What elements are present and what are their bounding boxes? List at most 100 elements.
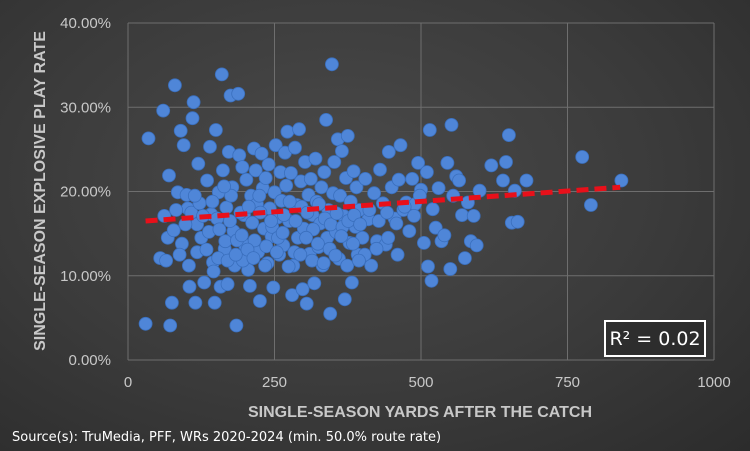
data-point [390, 247, 405, 262]
y-axis-ticks: 0.00% 10.00% 20.00% 30.00% 40.00% [60, 15, 111, 369]
data-point [428, 220, 443, 235]
data-point [327, 155, 342, 169]
data-point [349, 180, 364, 195]
data-point [344, 275, 359, 290]
y-axis-label: SINGLE-SEASON EXPLOSIVE PLAY RATE [32, 31, 49, 351]
data-point [232, 148, 247, 163]
data-point [323, 306, 338, 321]
data-point [138, 316, 153, 331]
data-point [358, 171, 373, 186]
data-point [212, 222, 227, 237]
data-point [241, 199, 256, 214]
data-point [215, 163, 230, 178]
data-point [295, 282, 310, 297]
data-point [246, 251, 261, 266]
data-point [614, 173, 629, 188]
data-point [419, 165, 434, 180]
data-point [283, 166, 298, 180]
x-tick-label: 500 [408, 374, 433, 391]
data-point [373, 162, 387, 177]
data-point [444, 118, 459, 132]
data-point [351, 253, 366, 268]
data-point [282, 194, 297, 209]
data-point [381, 230, 396, 245]
data-point [316, 256, 331, 271]
data-point [181, 258, 196, 273]
data-point [279, 178, 294, 193]
data-point [346, 164, 361, 179]
data-point [425, 202, 440, 217]
data-point [469, 238, 484, 253]
data-point [305, 253, 319, 268]
data-point [169, 203, 184, 217]
data-point [217, 179, 232, 194]
data-point [239, 172, 254, 187]
data-point [422, 123, 437, 137]
x-axis-ticks: 0 250 500 750 1000 [124, 374, 731, 391]
source-caption: Source(s): TruMedia, PFF, WRs 2020-2024 … [12, 430, 442, 445]
data-point [333, 188, 348, 203]
data-point [247, 233, 262, 248]
trendline-group [145, 184, 621, 224]
data-point [334, 144, 349, 159]
data-point [319, 113, 334, 127]
data-point [421, 259, 435, 274]
data-point [452, 173, 467, 188]
data-point [288, 214, 303, 228]
data-point [405, 171, 420, 186]
data-point [166, 223, 181, 238]
data-point [188, 295, 203, 310]
x-tick-label: 0 [124, 374, 132, 391]
data-point [466, 208, 481, 223]
data-point [218, 234, 233, 249]
data-point [416, 235, 431, 250]
data-point [424, 273, 439, 288]
data-point [197, 275, 212, 290]
data-point [208, 123, 223, 137]
data-point [186, 95, 201, 110]
data-point [162, 168, 176, 183]
data-point [367, 186, 382, 201]
data-point [176, 138, 191, 153]
data-point [346, 236, 360, 251]
data-point [167, 78, 182, 93]
data-point [207, 295, 222, 310]
data-point [308, 151, 323, 166]
data-point [411, 155, 426, 170]
data-point [261, 157, 276, 172]
data-point [510, 214, 525, 229]
data-point [229, 318, 244, 333]
data-point [220, 277, 235, 292]
data-point [299, 230, 314, 245]
data-point [269, 245, 284, 260]
x-tick-label: 1000 [697, 374, 730, 391]
data-point [381, 144, 396, 159]
data-point [389, 216, 404, 231]
data-point [258, 258, 273, 273]
data-point [340, 258, 355, 273]
data-point [214, 67, 229, 82]
data-point [275, 225, 290, 240]
data-point [191, 156, 206, 171]
data-point [258, 171, 273, 185]
data-point [159, 253, 174, 268]
data-point [292, 122, 307, 137]
data-point [156, 103, 171, 118]
data-point [455, 208, 469, 223]
x-axis-label: SINGLE-SEASON YARDS AFTER THE CATCH [248, 404, 592, 421]
data-point [353, 217, 368, 232]
y-tick-label: 10.00% [60, 268, 111, 285]
data-point [285, 288, 300, 303]
data-point [575, 150, 590, 164]
data-point [252, 188, 267, 203]
data-point [431, 181, 446, 196]
data-point [369, 241, 384, 256]
data-point [317, 165, 332, 180]
data-point [437, 228, 452, 243]
data-point [328, 248, 343, 263]
x-tick-label: 750 [555, 374, 580, 391]
data-point [163, 318, 178, 333]
data-point [248, 163, 263, 178]
data-point [228, 247, 243, 262]
